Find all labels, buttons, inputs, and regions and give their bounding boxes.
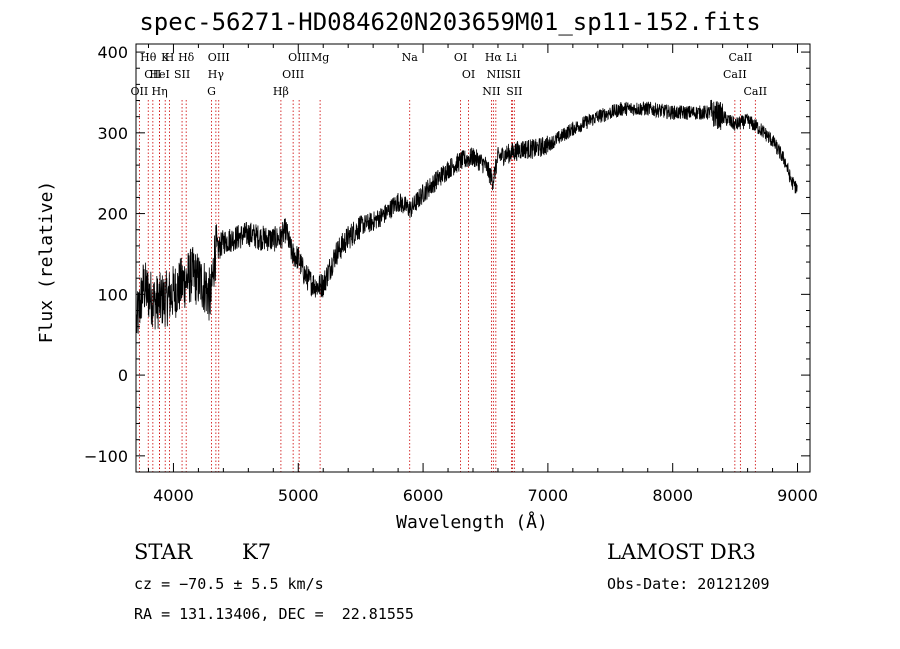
survey-name: LAMOST DR3 xyxy=(607,540,756,564)
spectral-line-label: Hθ xyxy=(140,51,157,64)
object-subclass: K7 xyxy=(242,540,272,564)
obs-date: Obs-Date: 20121209 xyxy=(607,575,770,593)
spectral-line-label: OIII xyxy=(282,68,304,81)
spectral-line-label: Hη xyxy=(151,85,167,98)
x-axis-label: Wavelength (Å) xyxy=(396,511,548,533)
spectral-line-label: Na xyxy=(402,51,419,64)
spectral-line-label: H xyxy=(165,51,175,64)
spectral-line-label: SII xyxy=(174,68,190,81)
spectral-line-label: OI xyxy=(462,68,475,81)
spectral-line-label: Mg xyxy=(311,51,329,64)
x-tick-label: 5000 xyxy=(278,486,319,505)
x-tick-label: 6000 xyxy=(403,486,444,505)
spectral-line-label: K xyxy=(161,51,170,64)
object-class: STAR xyxy=(134,540,193,564)
spectral-line-label: G xyxy=(207,85,216,98)
y-tick-label: 100 xyxy=(97,285,128,304)
x-tick-label: 7000 xyxy=(528,486,569,505)
spectral-line-label: CaII xyxy=(743,85,767,98)
spectral-line-label: CaII xyxy=(723,68,747,81)
redshift-text: cz = −70.5 ± 5.5 km/s xyxy=(134,575,324,593)
spectrum-line xyxy=(136,99,798,334)
spectral-line-label: HeI xyxy=(149,68,169,81)
x-tick-label: 9000 xyxy=(777,486,818,505)
spectral-line-label: OII xyxy=(131,85,149,98)
chart-title: spec-56271-HD084620N203659M01_sp11-152.f… xyxy=(139,8,761,36)
spectral-line-label: CII xyxy=(144,68,161,81)
spectral-line-label: NII xyxy=(487,68,505,81)
spectral-line-label: Hα xyxy=(485,51,503,64)
x-tick-label: 4000 xyxy=(153,486,194,505)
spectral-line-label: OIII xyxy=(288,51,310,64)
y-axis-label: Flux (relative) xyxy=(36,181,57,344)
spectral-line-label: Li xyxy=(506,51,517,64)
coordinates-text: RA = 131.13406, DEC = 22.81555 xyxy=(134,605,414,623)
x-tick-label: 8000 xyxy=(652,486,693,505)
spectral-line-label: SII xyxy=(504,68,520,81)
y-tick-label: 200 xyxy=(97,205,128,224)
spectral-line-label: OI xyxy=(454,51,467,64)
spectral-line-label: SII xyxy=(506,85,522,98)
spectral-line-label: NII xyxy=(482,85,500,98)
y-tick-label: 400 xyxy=(97,43,128,62)
spectral-line-label: Hβ xyxy=(273,85,289,98)
spectral-line-label: CaII xyxy=(729,51,753,64)
y-tick-label: 300 xyxy=(97,124,128,143)
spectral-line-label: OIII xyxy=(208,51,230,64)
y-tick-label: −100 xyxy=(84,447,128,466)
y-tick-label: 0 xyxy=(118,366,128,385)
spectral-line-label: Hδ xyxy=(178,51,195,64)
spectral-line-label: Hγ xyxy=(208,68,225,81)
